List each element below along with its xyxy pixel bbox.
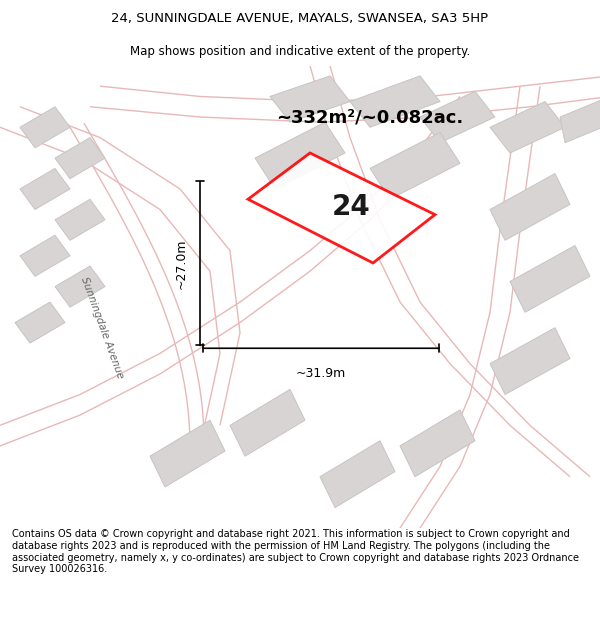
Text: 24: 24 [332,194,371,221]
Text: ~27.0m: ~27.0m [175,238,188,289]
Polygon shape [20,235,70,276]
Polygon shape [255,122,345,189]
Polygon shape [150,420,225,487]
Polygon shape [20,107,70,148]
Text: ~31.9m: ~31.9m [296,367,346,380]
Polygon shape [490,328,570,394]
Text: Sunningdale Avenue: Sunningdale Avenue [79,276,125,380]
Polygon shape [320,441,395,508]
Polygon shape [55,266,105,307]
Polygon shape [370,132,460,199]
Polygon shape [510,246,590,312]
Text: Contains OS data © Crown copyright and database right 2021. This information is : Contains OS data © Crown copyright and d… [12,529,579,574]
Polygon shape [270,76,350,122]
Polygon shape [490,102,565,153]
Text: 24, SUNNINGDALE AVENUE, MAYALS, SWANSEA, SA3 5HP: 24, SUNNINGDALE AVENUE, MAYALS, SWANSEA,… [112,12,488,25]
Polygon shape [400,410,475,477]
Polygon shape [420,91,495,142]
Polygon shape [55,199,105,241]
Polygon shape [248,153,435,263]
Polygon shape [490,174,570,241]
Polygon shape [15,302,65,343]
Polygon shape [350,76,440,128]
Text: Map shows position and indicative extent of the property.: Map shows position and indicative extent… [130,45,470,58]
Polygon shape [55,138,105,179]
Polygon shape [20,168,70,209]
Text: ~332m²/~0.082ac.: ~332m²/~0.082ac. [277,108,464,126]
Polygon shape [230,389,305,456]
Polygon shape [560,96,600,142]
